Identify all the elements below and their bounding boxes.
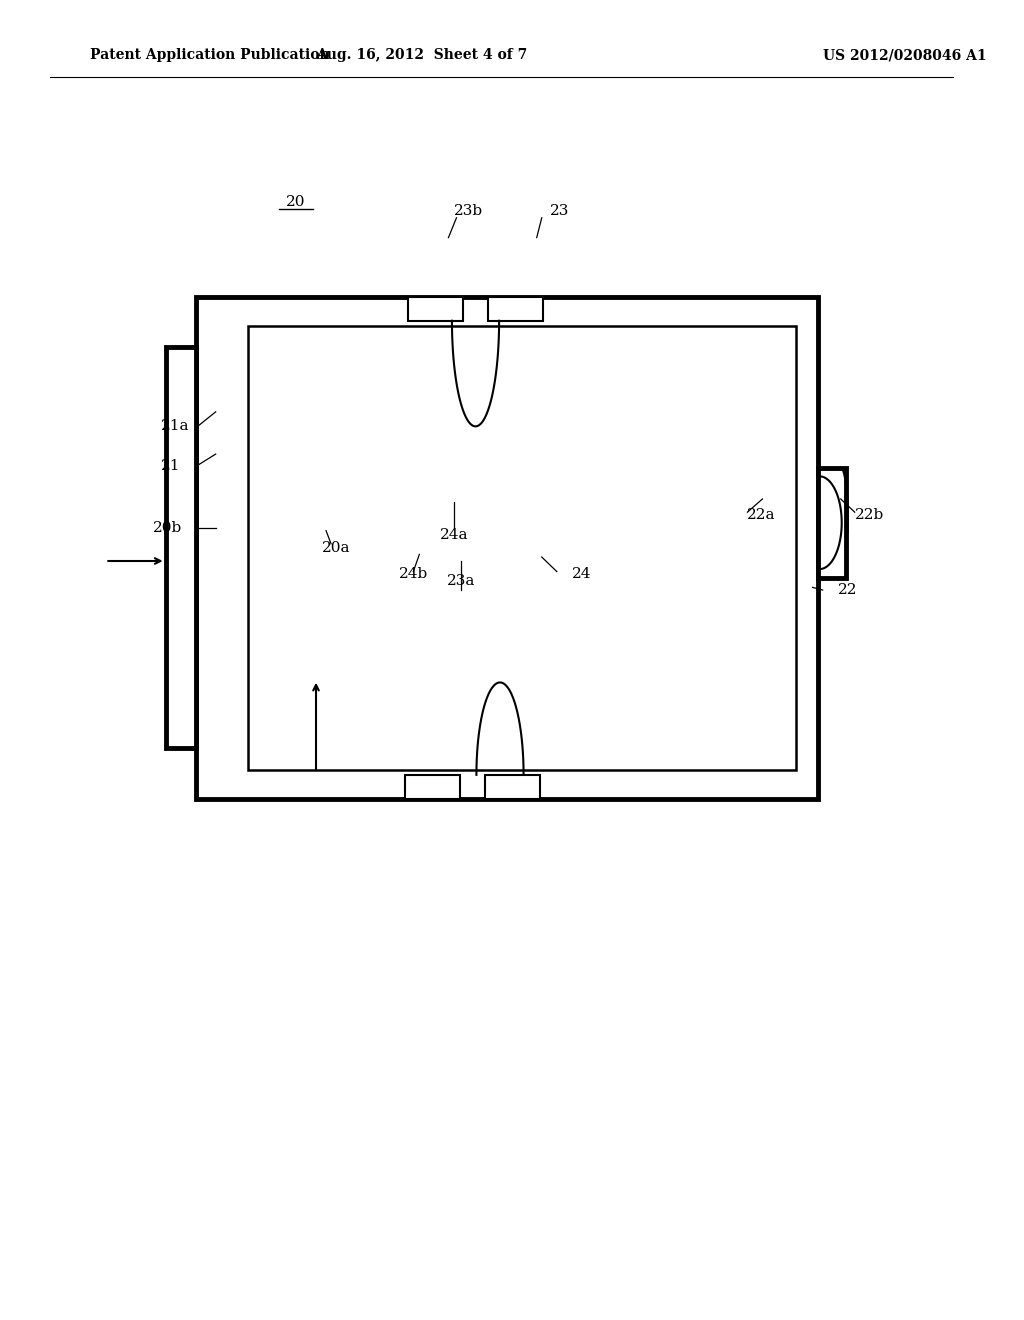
Text: US 2012/0208046 A1: US 2012/0208046 A1 <box>822 49 986 62</box>
Bar <box>408 297 463 321</box>
Bar <box>196 297 817 799</box>
Text: 22a: 22a <box>748 508 776 521</box>
Bar <box>817 467 846 578</box>
Bar <box>488 297 544 321</box>
Text: 21a: 21a <box>161 420 189 433</box>
Text: 23: 23 <box>550 205 569 218</box>
Text: Patent Application Publication: Patent Application Publication <box>90 49 330 62</box>
Text: 20b: 20b <box>153 521 181 535</box>
Bar <box>248 326 796 770</box>
Bar <box>166 347 196 748</box>
Text: 20: 20 <box>286 195 306 209</box>
Text: 24a: 24a <box>440 528 469 541</box>
Text: 24: 24 <box>571 568 591 581</box>
Text: 22b: 22b <box>855 508 884 521</box>
Bar <box>485 775 540 799</box>
Text: 20a: 20a <box>322 541 350 554</box>
Text: 24b: 24b <box>398 568 428 581</box>
Text: 21: 21 <box>161 459 180 473</box>
Text: 23a: 23a <box>447 574 476 587</box>
Text: 23b: 23b <box>454 205 482 218</box>
Text: FIG. 3B: FIG. 3B <box>389 348 454 364</box>
Text: Aug. 16, 2012  Sheet 4 of 7: Aug. 16, 2012 Sheet 4 of 7 <box>315 49 527 62</box>
Text: 22: 22 <box>838 583 857 597</box>
Bar <box>404 775 460 799</box>
